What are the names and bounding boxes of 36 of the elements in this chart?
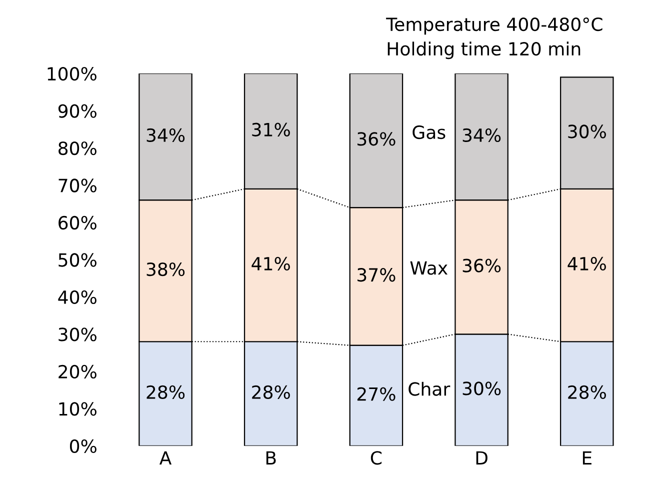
y-tick-label: 50% [58,253,96,267]
y-tick-label: 30% [58,328,96,342]
data-label: 28% [568,385,606,400]
data-label: 36% [358,132,396,146]
data-label: 31% [252,122,290,136]
data-label: 28% [252,385,290,400]
x-tick-label: B [266,451,276,464]
y-tick-label: 10% [59,402,96,416]
chart-subtitle: Holding time 120 min [388,42,580,60]
y-tick-label: 0% [70,439,96,454]
x-tick-label: C [370,451,382,465]
data-label: 41% [568,256,606,271]
data-label: 41% [252,256,290,271]
data-label: 38% [146,262,185,276]
data-label: 30% [568,124,606,138]
x-tick-label: E [582,451,592,464]
series-label: Char [408,382,450,396]
series-label: Gas [412,125,446,140]
series-label: Wax [410,261,448,275]
data-label: 37% [358,268,396,282]
y-tick-label: 90% [58,104,96,118]
y-tick-label: 80% [58,141,96,156]
x-tick-label: A [159,451,172,464]
y-tick-label: 40% [58,290,96,304]
chart-title: Temperature 400-480°C [386,17,602,35]
y-tick-label: 100% [48,66,96,81]
data-label: 34% [146,128,185,142]
data-label: 30% [462,382,501,396]
y-tick-label: 70% [58,178,96,192]
data-label: 34% [462,128,501,142]
y-tick-label: 60% [58,216,96,230]
data-label: 36% [462,258,501,272]
data-label: 28% [146,385,185,400]
x-tick-label: D [476,451,488,464]
data-label: 27% [357,387,396,401]
y-tick-label: 20% [58,364,96,379]
